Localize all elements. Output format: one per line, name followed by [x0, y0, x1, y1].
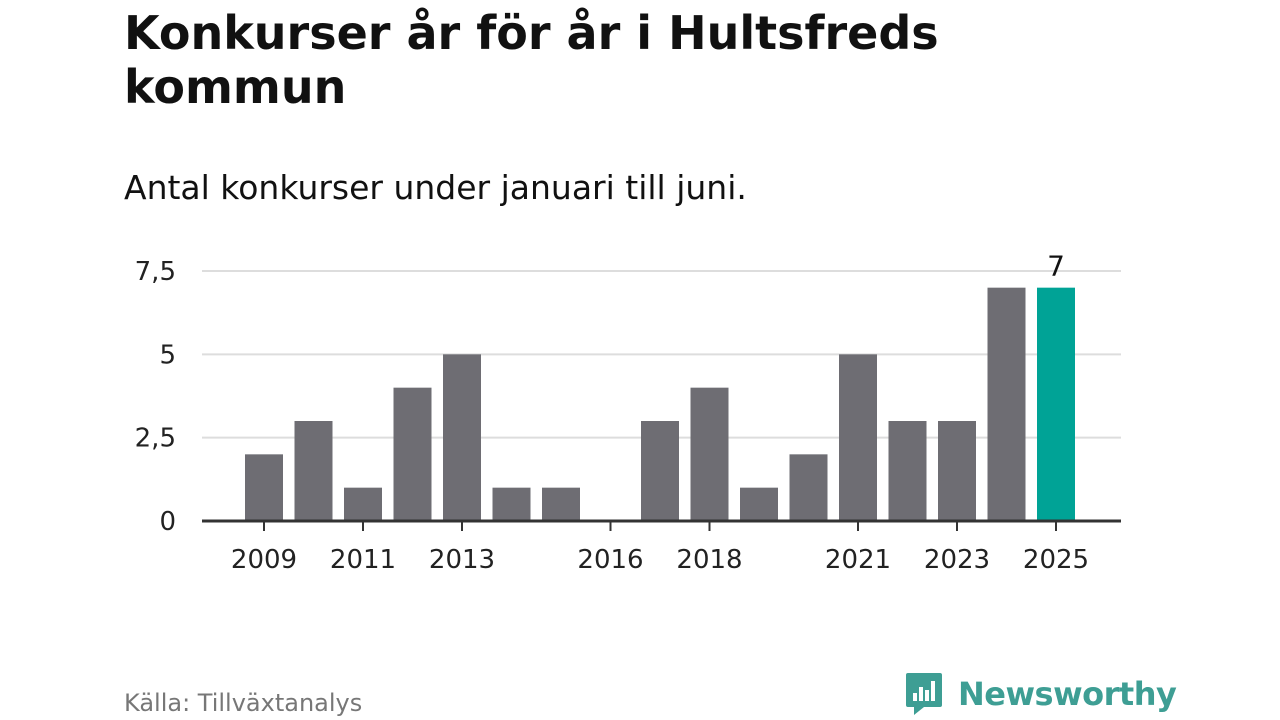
bar-2021: [839, 354, 877, 521]
value-label: 7: [1047, 250, 1065, 283]
bar-2011: [344, 487, 382, 521]
bar-2010: [294, 421, 333, 521]
x-tick-label: 2023: [924, 545, 990, 575]
bar-2019: [740, 487, 778, 521]
bar-2009: [245, 454, 283, 521]
y-tick-label: 0: [159, 507, 176, 537]
y-tick-label: 2,5: [135, 424, 176, 454]
bars: [245, 287, 1075, 521]
bar-2014: [492, 487, 531, 521]
axes: [202, 519, 1121, 531]
bar-2023: [938, 421, 976, 521]
brand-name: Newsworthy: [958, 675, 1177, 713]
bar-2015: [542, 487, 580, 521]
chart-subtitle: Antal konkurser under januari till juni.: [124, 168, 747, 207]
brand-logo: Newsworthy: [904, 672, 1177, 716]
x-tick-label: 2009: [231, 545, 297, 575]
bar-2024: [987, 287, 1026, 521]
x-tick-label: 2018: [676, 545, 742, 575]
y-tick-label: 5: [159, 340, 176, 370]
bar-2018: [690, 387, 729, 521]
chart-title: Konkurser år för år i Hultsfreds kommun: [124, 6, 939, 114]
bar-2012: [393, 387, 432, 521]
bar-2025: [1037, 287, 1075, 521]
x-tick-label: 2021: [825, 545, 891, 575]
bar-2022: [888, 421, 927, 521]
labels: 0 2,5 5 7,5 7 2009 2011 2013 2016 2018 2021 2023 202…: [135, 250, 1089, 575]
x-tick-label: 2011: [330, 545, 396, 575]
grid-lines: [202, 270, 1121, 439]
bar-chart: 0 2,5 5 7,5 7 2009 2011 2013 2016 2018 2021 2023 202…: [135, 250, 1121, 575]
x-tick-label: 2013: [429, 545, 495, 575]
y-tick-label: 7,5: [135, 257, 176, 287]
bar-2020: [789, 454, 828, 521]
bar-2013: [443, 354, 481, 521]
bar-2017: [641, 421, 679, 521]
newsworthy-chart-logo-icon: [906, 673, 942, 715]
x-tick-label: 2025: [1023, 545, 1089, 575]
source-note: Källa: Tillväxtanalys: [124, 689, 363, 717]
x-tick-label: 2016: [577, 545, 643, 575]
